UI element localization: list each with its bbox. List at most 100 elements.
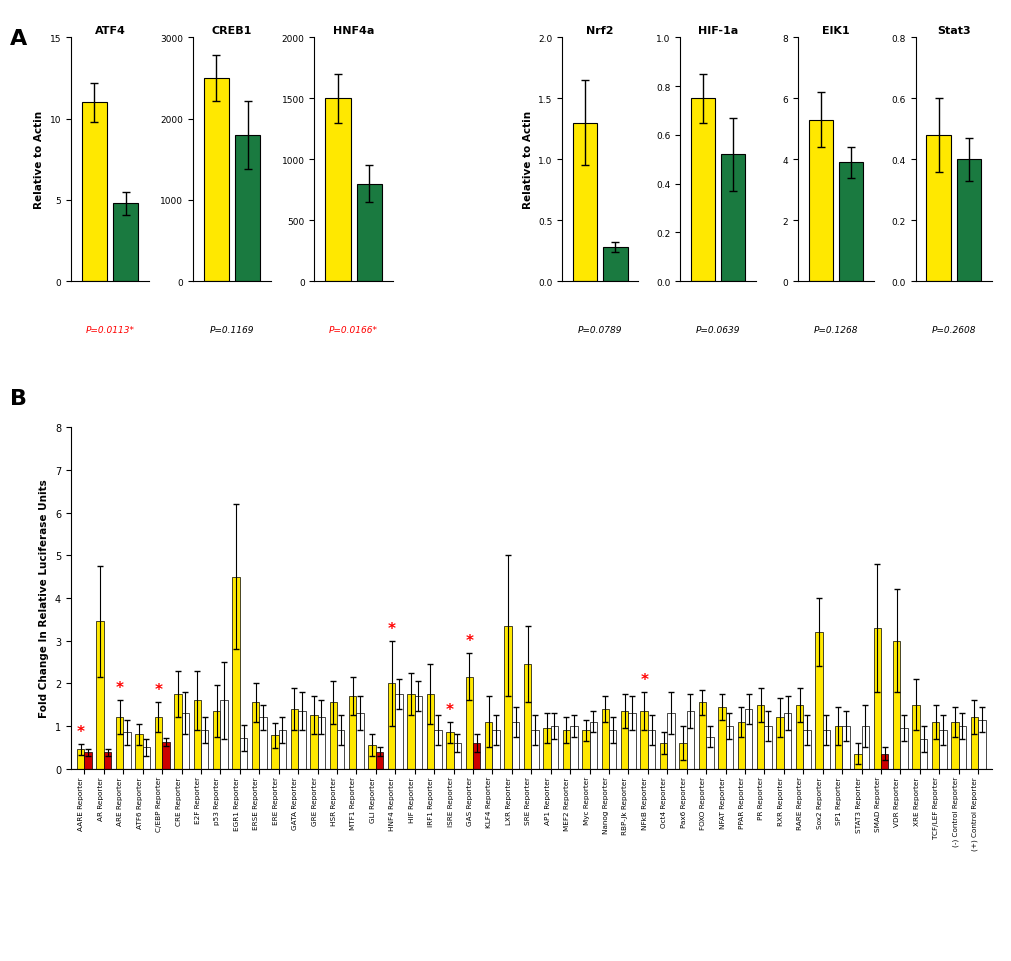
Bar (838, 163, 862, 282)
Text: P=0.2608: P=0.2608 (930, 326, 975, 334)
Bar (841, 727, 848, 769)
Text: P=0.0166*: P=0.0166* (329, 326, 378, 334)
Bar (581, 730, 589, 769)
Bar (860, 727, 868, 769)
Bar (356, 713, 364, 769)
Bar (666, 713, 674, 769)
Bar (349, 697, 356, 769)
Bar (235, 136, 260, 282)
Bar (492, 730, 499, 769)
Text: *: * (387, 621, 395, 636)
Bar (550, 727, 557, 769)
Y-axis label: Relative to Actin: Relative to Actin (34, 111, 44, 209)
Bar (686, 711, 694, 769)
Bar (955, 160, 980, 282)
Bar (233, 577, 240, 769)
Bar (259, 718, 267, 769)
Bar (601, 709, 609, 769)
Bar (181, 713, 189, 769)
Bar (892, 641, 900, 769)
Bar (931, 722, 938, 769)
Bar (872, 628, 881, 769)
Bar (609, 730, 616, 769)
Bar (143, 748, 150, 769)
Bar (465, 678, 472, 769)
Title: ATF4: ATF4 (95, 26, 125, 37)
Bar (504, 626, 512, 769)
Bar (407, 694, 415, 769)
Bar (82, 104, 107, 282)
Text: P=0.1268: P=0.1268 (813, 326, 857, 334)
Text: *: * (640, 672, 647, 687)
Text: P=0.0789: P=0.0789 (577, 326, 622, 334)
Bar (853, 753, 860, 769)
Bar (453, 743, 461, 769)
Bar (756, 705, 763, 769)
Text: *: * (115, 680, 123, 696)
Title: Nrf2: Nrf2 (585, 26, 614, 37)
Bar (472, 743, 480, 769)
Bar (834, 727, 841, 769)
Bar (174, 694, 181, 769)
Bar (569, 727, 577, 769)
Bar (375, 752, 383, 769)
Bar (678, 743, 686, 769)
Bar (368, 746, 375, 769)
Bar (978, 720, 985, 769)
Bar (484, 722, 492, 769)
Bar (96, 622, 104, 769)
Bar (718, 707, 725, 769)
Bar (690, 99, 715, 282)
Bar (808, 121, 832, 282)
Text: *: * (465, 633, 473, 649)
Text: P=0.1169: P=0.1169 (209, 326, 254, 334)
Bar (659, 743, 666, 769)
Bar (162, 743, 170, 769)
Bar (290, 709, 298, 769)
Text: P=0.0639: P=0.0639 (696, 326, 740, 334)
Bar (543, 728, 550, 769)
Bar (647, 730, 654, 769)
Bar (698, 702, 706, 769)
Bar (310, 716, 317, 769)
Bar (822, 730, 829, 769)
Bar (640, 711, 647, 769)
Bar (434, 730, 441, 769)
Bar (240, 738, 247, 769)
Bar (220, 701, 227, 769)
Bar (84, 752, 92, 769)
Bar (155, 718, 162, 769)
Bar (706, 737, 713, 769)
Bar (970, 718, 978, 769)
Bar (337, 730, 344, 769)
Bar (201, 730, 208, 769)
Bar (721, 156, 745, 282)
Bar (589, 722, 596, 769)
Bar (938, 730, 945, 769)
Bar (795, 705, 803, 769)
Text: B: B (10, 389, 27, 408)
Bar (135, 735, 143, 769)
Bar (775, 718, 784, 769)
Bar (621, 711, 628, 769)
Bar (763, 727, 771, 769)
Text: *: * (77, 725, 85, 739)
Bar (925, 136, 949, 282)
Bar (744, 709, 751, 769)
Bar (113, 204, 139, 282)
Bar (203, 79, 228, 282)
Bar (912, 705, 919, 769)
Bar (950, 722, 957, 769)
Bar (123, 732, 130, 769)
Title: HNF4a: HNF4a (333, 26, 374, 37)
Bar (957, 727, 966, 769)
Bar (104, 752, 111, 769)
Bar (900, 728, 907, 769)
Bar (815, 632, 822, 769)
Title: CREB1: CREB1 (211, 26, 252, 37)
Bar (298, 711, 305, 769)
Bar (784, 713, 791, 769)
Bar (446, 732, 453, 769)
Text: *: * (155, 682, 163, 698)
Bar (330, 702, 337, 769)
